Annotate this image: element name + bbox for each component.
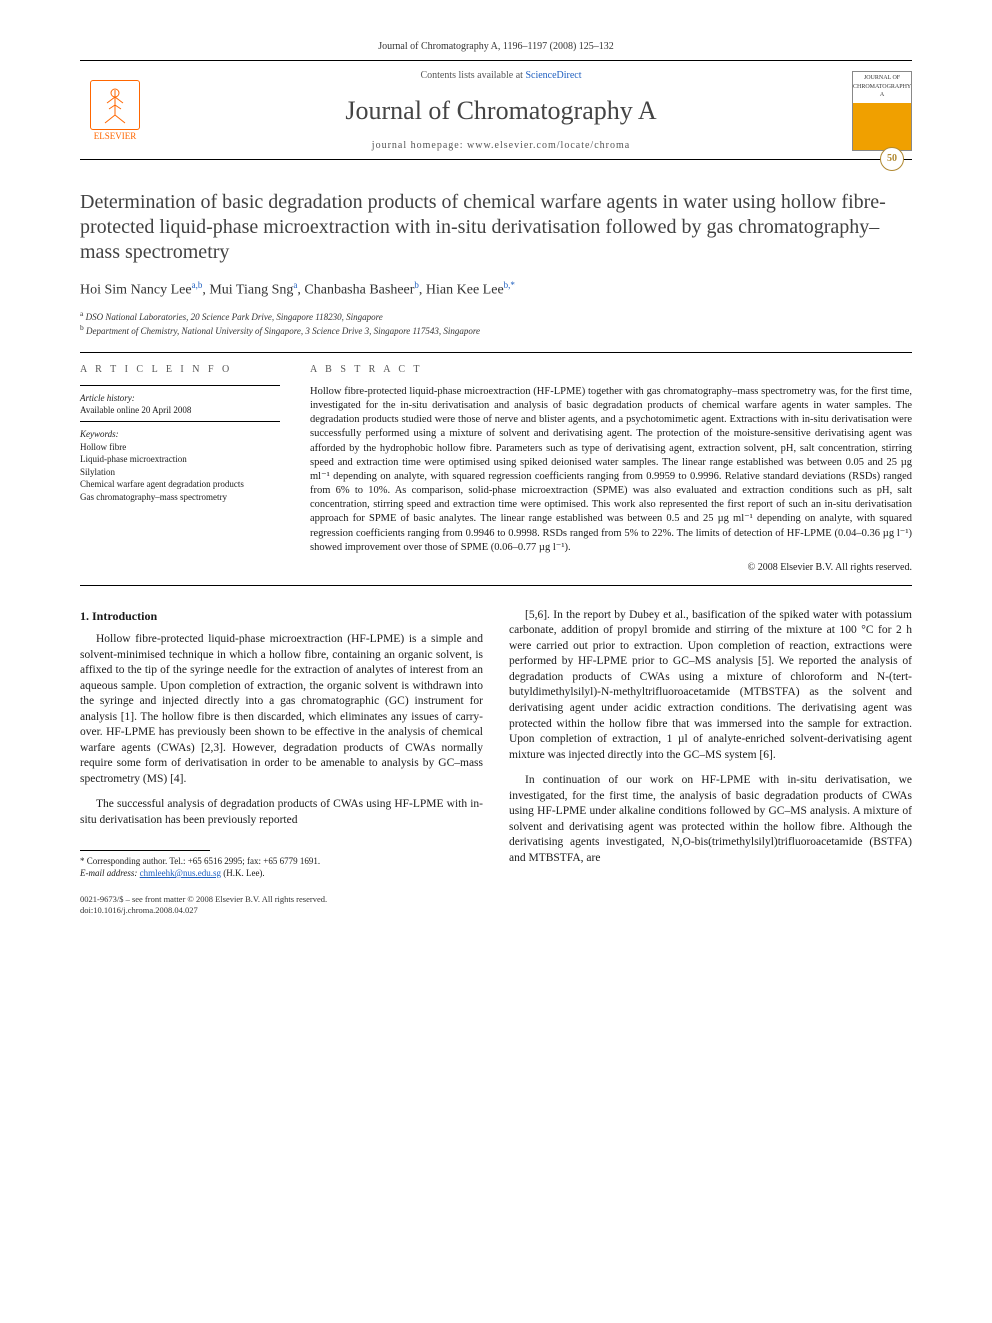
abstract-text: Hollow fibre-protected liquid-phase micr… [310,385,912,555]
abstract-copyright: © 2008 Elsevier B.V. All rights reserved… [310,561,912,575]
contents-available-line: Contents lists available at ScienceDirec… [150,69,852,83]
homepage-url[interactable]: www.elsevier.com/locate/chroma [467,140,630,151]
corresponding-email-link[interactable]: chmleehk@nus.edu.sg [140,868,221,878]
homepage-prefix: journal homepage: [372,140,467,151]
article-history-label: Article history: [80,392,280,405]
journal-cover-thumbnail[interactable]: JOURNAL OF CHROMATOGRAPHY A [852,71,912,151]
body-column-right: [5,6]. In the report by Dubey et al., ba… [509,608,912,916]
keyword-item: Liquid-phase microextraction [80,453,280,466]
footer-line-1: 0021-9673/$ – see front matter © 2008 El… [80,894,483,905]
elsevier-logo[interactable]: ELSEVIER [80,80,150,143]
author-1-affil: a,b [192,280,203,290]
header-center: Contents lists available at ScienceDirec… [150,69,852,153]
sciencedirect-link[interactable]: ScienceDirect [525,70,581,81]
abstract-heading: A B S T R A C T [310,363,912,377]
info-abstract-row: A R T I C L E I N F O Article history: A… [80,353,912,586]
body-paragraph: The successful analysis of degradation p… [80,797,483,828]
affiliation-b: Department of Chemistry, National Univer… [86,326,480,336]
keyword-item: Chemical warfare agent degradation produ… [80,478,280,491]
author-4-affil: b,* [504,280,515,290]
body-paragraph: In continuation of our work on HF-LPME w… [509,773,912,866]
contents-prefix: Contents lists available at [420,70,525,81]
info-subrule-2 [80,421,280,422]
footnote-rule [80,850,210,851]
author-3: , Chanbasha Basheer [297,283,414,298]
body-two-columns: 1. Introduction Hollow fibre-protected l… [80,608,912,916]
author-list: Hoi Sim Nancy Leea,b, Mui Tiang Snga, Ch… [80,279,912,300]
cover-text: JOURNAL OF CHROMATOGRAPHY A [853,75,911,98]
anniversary-badge-icon: 50 [880,147,904,171]
journal-homepage-line: journal homepage: www.elsevier.com/locat… [150,139,852,153]
article-info-heading: A R T I C L E I N F O [80,363,280,377]
info-subrule-1 [80,385,280,386]
email-label: E-mail address: [80,868,140,878]
footnotes: * Corresponding author. Tel.: +65 6516 2… [80,856,483,879]
journal-header-box: ELSEVIER Contents lists available at Sci… [80,69,912,160]
author-2: , Mui Tiang Sng [202,283,293,298]
keyword-item: Hollow fibre [80,441,280,454]
affiliations: a DSO National Laboratories, 20 Science … [80,309,912,338]
keywords-label: Keywords: [80,428,280,441]
affiliation-a: DSO National Laboratories, 20 Science Pa… [86,312,383,322]
body-column-left: 1. Introduction Hollow fibre-protected l… [80,608,483,916]
section-1-heading: 1. Introduction [80,608,483,624]
email-suffix: (H.K. Lee). [221,868,265,878]
running-header: Journal of Chromatography A, 1196–1197 (… [80,40,912,54]
author-1: Hoi Sim Nancy Lee [80,283,192,298]
journal-title: Journal of Chromatography A [150,93,852,129]
corresponding-author-note: * Corresponding author. Tel.: +65 6516 2… [80,856,483,868]
body-paragraph: [5,6]. In the report by Dubey et al., ba… [509,608,912,763]
elsevier-label: ELSEVIER [94,130,137,143]
abstract-column: A B S T R A C T Hollow fibre-protected l… [310,353,912,585]
keyword-item: Silylation [80,466,280,479]
footer-copyright: 0021-9673/$ – see front matter © 2008 El… [80,894,483,916]
body-paragraph: Hollow fibre-protected liquid-phase micr… [80,632,483,787]
elsevier-tree-icon [90,80,140,130]
article-history-line: Available online 20 April 2008 [80,404,280,417]
top-rule [80,60,912,61]
footer-line-2-doi: doi:10.1016/j.chroma.2008.04.027 [80,905,483,916]
keyword-item: Gas chromatography–mass spectrometry [80,491,280,504]
article-info-column: A R T I C L E I N F O Article history: A… [80,353,280,585]
article-title: Determination of basic degradation produ… [80,190,912,265]
author-4: , Hian Kee Lee [419,283,504,298]
